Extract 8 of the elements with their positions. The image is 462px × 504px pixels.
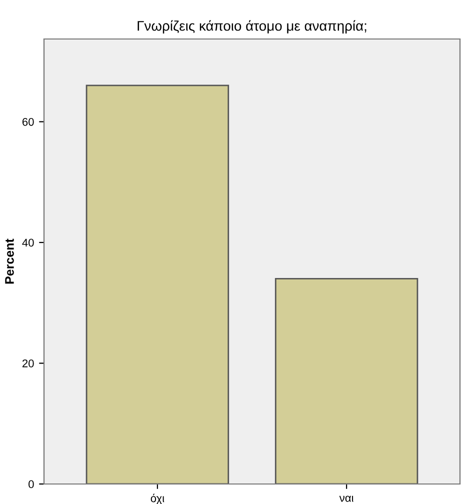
y-tick-label: 60 [22,118,34,126]
y-tick-label: 40 [22,238,34,247]
y-tick-label: 20 [22,360,34,368]
x-tick-label: ναι [339,496,354,502]
y-tick-label: 0 [28,480,34,488]
chart-title: Γνωρίζεις κάποιο άτομο με αναπηρία; [138,20,366,34]
x-tick-label: όχι [150,494,164,504]
y-axis-title: Percent [5,238,14,284]
